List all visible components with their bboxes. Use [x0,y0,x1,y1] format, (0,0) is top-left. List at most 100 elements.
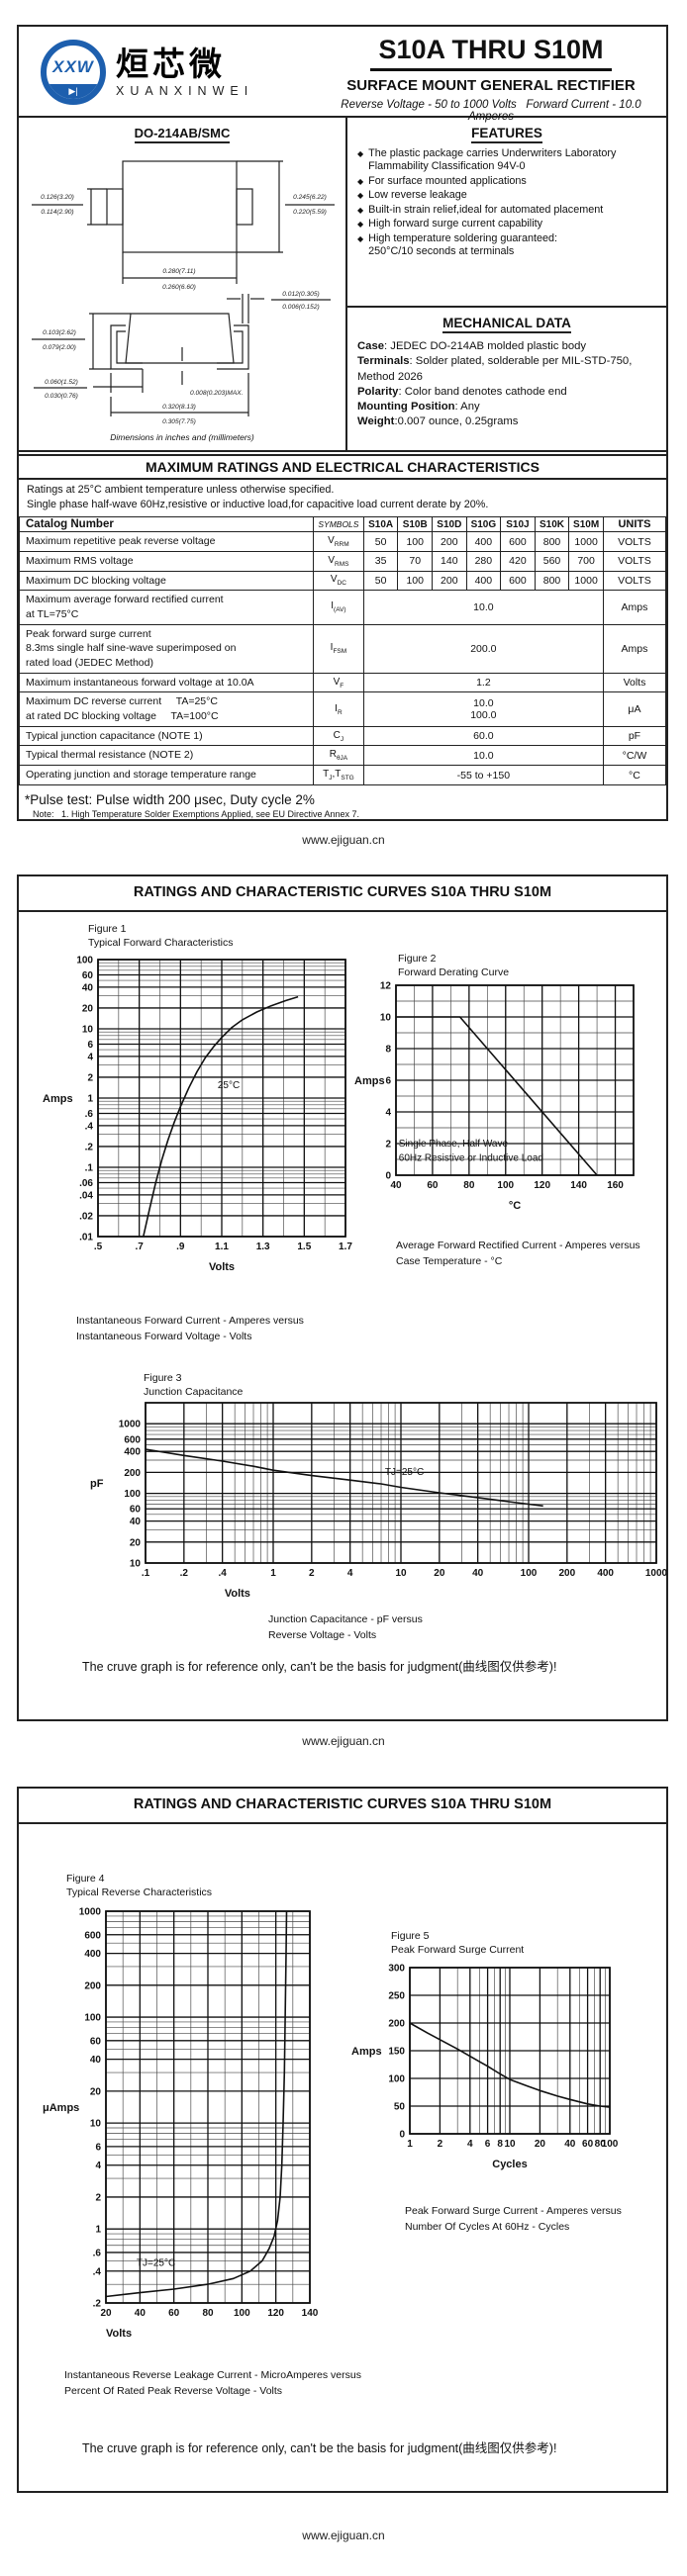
svg-text:60Hz Resistive or Inductive Lo: 60Hz Resistive or Inductive Load [399,1153,543,1164]
svg-text:1000: 1000 [79,1907,102,1918]
svg-text:1000: 1000 [119,1420,142,1430]
mechanical-data-heading: MECHANICAL DATA [347,316,666,333]
table-row: Typical thermal resistance (NOTE 2) RθJA 1… [19,745,667,767]
table-row: Maximum RMS voltage VRMS 35 70 140 280 420 560 7… [19,550,667,572]
svg-text:60: 60 [130,1505,142,1516]
svg-text:8: 8 [497,2139,503,2150]
svg-text:.6: .6 [85,1109,94,1120]
diode-icon: ▶| [47,84,100,99]
svg-text:6: 6 [95,2142,101,2153]
figure4-chart: 20 40 60 80 100 120 140 1000 600 400 200 100 60 40 20 1… [43,1907,319,2341]
svg-text:1.5: 1.5 [297,1242,311,1252]
subtitle: SURFACE MOUNT GENERAL RECTIFIER [346,77,636,94]
ratings-notes: Ratings at 25°C ambient temperature unle… [27,484,489,511]
table-row: Operating junction and storage temperatu… [19,765,667,785]
svg-text:120: 120 [267,2308,284,2319]
svg-text:10: 10 [395,1568,407,1579]
svg-text:50: 50 [394,2102,406,2113]
footer-url: www.ejiguan.cn [302,2529,385,2542]
datasheet-page-3: RATINGS AND CHARACTERISTIC CURVES S10A T… [17,1787,668,2493]
footer-url: www.ejiguan.cn [302,1734,385,1748]
svg-text:.4: .4 [85,1121,94,1132]
svg-text:8: 8 [385,1045,391,1056]
svg-text:250: 250 [388,1991,405,2002]
table-row: Maximum instantaneous forward voltage at… [19,672,667,693]
svg-text:12: 12 [380,981,392,992]
footnote: Note: 1. High Temperature Solder Exempti… [33,808,360,819]
svg-text:400: 400 [597,1568,614,1579]
svg-text:20: 20 [434,1568,445,1579]
dim-label: 0.012(0.305) [282,291,319,298]
mechanical-data-lines: Case: JEDEC DO-214AB molded plastic body… [357,339,662,430]
svg-text:40: 40 [82,982,94,993]
svg-text:600: 600 [124,1434,141,1445]
svg-text:60: 60 [168,2308,180,2319]
svg-text:200: 200 [84,1980,101,1991]
svg-text:10: 10 [90,2119,102,2130]
dim-label: 0.008(0.203)MAX. [190,390,244,397]
bullet-icon: ◆ [357,233,364,243]
dim-label: 0.006(0.152) [282,304,319,311]
feature-item: ◆ High temperature soldering guaranteed: … [357,231,558,258]
svg-text:400: 400 [84,1949,101,1960]
series-curve [409,2022,611,2108]
svg-text:Amps: Amps [354,1075,385,1087]
mech-line: Terminals: Solder plated, solderable per… [357,355,633,368]
svg-text:2: 2 [385,1140,391,1150]
svg-text:20: 20 [535,2139,546,2150]
svg-text:4: 4 [467,2139,473,2150]
company-logo: XXW ▶| 烜芯微 XUANXINWEI [41,40,253,105]
svg-text:200: 200 [124,1468,141,1479]
dim-label: 0.126(3.20) [41,194,74,201]
svg-text:10: 10 [380,1013,392,1024]
figure3-chart: .1 .2 .4 1 2 4 10 20 40 100 200 400 1000 1000 600 400 20… [90,1402,668,1600]
mechanical-data-section: MECHANICAL DATA Case: JEDEC DO-214AB mol… [347,306,666,450]
svg-text:40: 40 [90,2055,102,2066]
svg-text:.01: .01 [79,1233,93,1243]
figure2-chart: 40 60 80 100 120 140 160 0 2 4 6 8 10 12 Single Phase,… [354,981,635,1212]
svg-text:200: 200 [558,1568,575,1579]
feature-item: ◆ Built-in strain relief,ideal for automa… [357,203,604,216]
svg-text:100: 100 [602,2139,619,2150]
svg-text:10: 10 [130,1559,142,1570]
svg-text:140: 140 [302,2308,319,2319]
svg-text:4: 4 [347,1568,353,1579]
dim-label: 0.320(8.13) [162,404,196,411]
dim-label: 0.103(2.62) [43,329,76,336]
reference-note: The cruve graph is for reference only, c… [82,1660,557,1674]
table-row: Typical junction capacitance (NOTE 1) CJ 6… [19,725,667,747]
table-row: Maximum repetitive peak reverse voltage V… [19,531,667,552]
figure5-caption: Peak Forward Surge Current - Amperes ver… [405,2205,622,2233]
svg-text:150: 150 [388,2047,405,2058]
dim-label: 0.030(0.76) [45,393,78,400]
datasheet-page-2: RATINGS AND CHARACTERISTIC CURVES S10A T… [17,874,668,1721]
svg-text:80: 80 [202,2308,214,2319]
svg-text:4: 4 [95,2161,101,2171]
svg-text:TJ=25°C: TJ=25°C [385,1467,424,1478]
feature-item: ◆ For surface mounted applications [357,174,527,187]
bullet-icon: ◆ [357,176,364,186]
logo-monogram: XXW [52,57,94,76]
svg-text:25°C: 25°C [218,1080,240,1091]
svg-text:.4: .4 [218,1568,227,1579]
svg-text:Amps: Amps [43,1093,73,1105]
dim-label: 0.245(6.22) [293,194,327,201]
svg-text:.04: .04 [79,1190,93,1201]
svg-text:20: 20 [82,1003,94,1014]
svg-text:1: 1 [270,1568,276,1579]
svg-text:1.3: 1.3 [256,1242,270,1252]
svg-text:1.7: 1.7 [339,1242,352,1252]
svg-text:6: 6 [385,1076,391,1087]
features-section: FEATURES ◆ The plastic package carries Un… [347,118,666,306]
svg-text:°C: °C [509,1200,521,1212]
series-curve [396,1016,598,1176]
svg-text:4: 4 [87,1052,93,1062]
title-block: S10A THRU S10M SURFACE MOUNT GENERAL REC… [328,35,654,123]
svg-text:pF: pF [90,1478,104,1490]
svg-text:1: 1 [407,2139,413,2150]
svg-text:.02: .02 [79,1211,93,1222]
svg-text:.2: .2 [85,1142,94,1152]
svg-text:20: 20 [90,2086,102,2097]
bullet-icon: ◆ [357,149,364,158]
